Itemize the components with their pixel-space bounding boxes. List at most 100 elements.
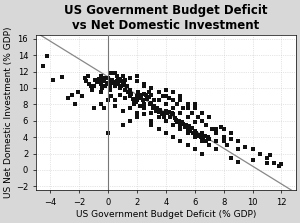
Point <box>106 99 110 102</box>
Point <box>98 103 103 106</box>
Point <box>276 164 281 168</box>
Point <box>88 85 93 88</box>
Point <box>173 118 178 122</box>
Point <box>75 90 80 94</box>
Point <box>95 79 100 82</box>
Point <box>93 78 98 82</box>
Point <box>279 162 284 166</box>
Point <box>122 82 126 86</box>
Point <box>106 131 110 135</box>
Point <box>197 133 202 136</box>
Point <box>114 79 119 82</box>
Point <box>187 125 191 128</box>
Point <box>84 80 89 83</box>
Point <box>164 119 168 123</box>
Point <box>103 76 108 80</box>
Point <box>120 109 125 113</box>
Point <box>70 93 74 96</box>
Point <box>179 121 184 124</box>
Point <box>175 121 180 124</box>
Point <box>97 77 102 81</box>
Point <box>192 129 197 132</box>
Point <box>133 100 138 104</box>
Point <box>127 88 132 91</box>
Point <box>111 81 116 84</box>
Point <box>169 111 174 114</box>
Point <box>142 107 147 110</box>
Point <box>192 135 197 139</box>
Point <box>87 82 92 86</box>
Point <box>113 104 118 108</box>
Point <box>134 74 139 77</box>
Point <box>178 99 183 102</box>
Point <box>65 96 70 100</box>
Point <box>82 76 87 80</box>
Point <box>117 77 122 81</box>
Point <box>185 127 190 131</box>
Point <box>191 131 196 135</box>
Point <box>200 152 204 155</box>
Point <box>250 158 255 162</box>
Point <box>120 74 125 77</box>
Point <box>142 82 147 86</box>
Point <box>164 131 168 135</box>
Point <box>156 99 161 102</box>
Point <box>171 107 176 110</box>
Point <box>149 123 154 127</box>
Point <box>132 99 136 102</box>
Point <box>152 99 157 102</box>
Point <box>51 78 56 82</box>
Point <box>272 162 277 165</box>
Point <box>149 86 154 90</box>
Point <box>250 148 255 151</box>
Point <box>129 92 134 95</box>
Point <box>236 148 241 151</box>
Point <box>236 160 241 163</box>
Point <box>204 139 209 143</box>
Point <box>214 127 219 131</box>
Point <box>103 84 108 87</box>
Point <box>178 94 183 98</box>
Point <box>104 81 109 85</box>
Point <box>134 115 139 118</box>
Point <box>107 85 112 89</box>
Point <box>192 148 197 151</box>
Point <box>134 94 139 98</box>
Point <box>123 88 128 91</box>
Point <box>224 144 229 147</box>
Point <box>156 115 161 118</box>
Point <box>127 94 132 98</box>
Point <box>134 99 139 102</box>
Point <box>107 88 112 91</box>
Point <box>243 145 248 149</box>
Point <box>192 107 197 110</box>
Point <box>185 144 190 147</box>
Point <box>204 123 209 127</box>
Point <box>149 93 154 96</box>
Point <box>172 117 177 120</box>
Point <box>192 121 197 124</box>
Point <box>236 139 241 143</box>
Point <box>214 148 219 151</box>
Point <box>178 139 183 143</box>
Point <box>166 96 171 100</box>
Point <box>116 82 121 86</box>
Point <box>207 137 212 140</box>
Point <box>189 111 194 114</box>
Point <box>218 126 223 129</box>
Point <box>178 127 183 131</box>
Point <box>164 88 168 91</box>
Point <box>127 107 132 110</box>
Point <box>160 111 165 114</box>
Point <box>171 99 176 102</box>
Point <box>100 86 105 90</box>
Point <box>143 94 148 97</box>
Point <box>221 139 226 143</box>
Point <box>148 103 152 106</box>
Point <box>146 95 151 99</box>
Point <box>123 78 128 82</box>
Point <box>153 109 158 113</box>
Point <box>109 94 113 98</box>
Point <box>214 139 219 143</box>
Point <box>80 94 85 98</box>
